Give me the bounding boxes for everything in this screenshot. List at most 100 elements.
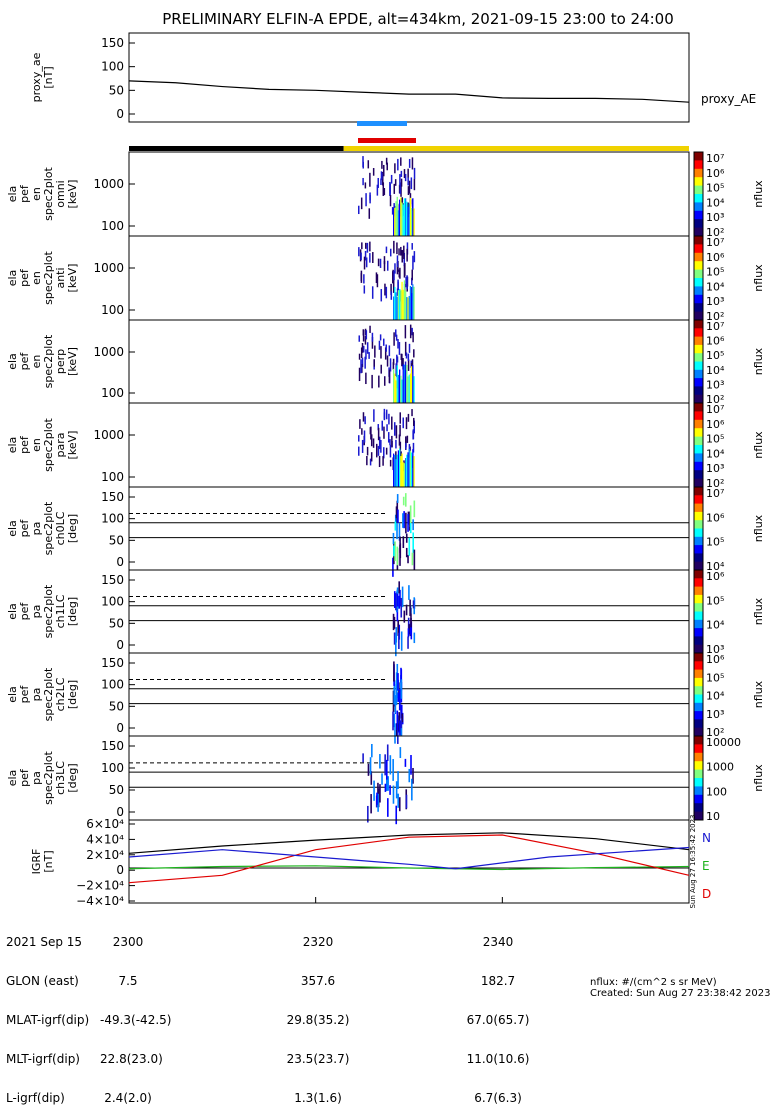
spectrogram-pixel — [413, 167, 416, 179]
igrf-legend-E: E — [702, 859, 710, 873]
colorbar-segment — [694, 644, 703, 654]
pa-spectrogram-pixel — [409, 505, 412, 527]
spectrogram-pixel — [380, 346, 382, 359]
y-tick-label: 100 — [101, 470, 124, 484]
colorbar-tick-label: 10³ — [706, 462, 724, 475]
colorbar-segment — [694, 278, 703, 287]
panel-en_omni: ela pef en spec2plot omni [keV] 1000 100 10⁷ 10⁶ 1… — [6, 151, 765, 239]
colorbar-segment — [694, 461, 703, 471]
colorbar-segment — [694, 536, 703, 546]
spectrogram-pixel — [368, 208, 371, 219]
spectrogram-pixel — [402, 417, 404, 429]
pa-spectrogram-pixel — [399, 747, 402, 759]
spectrogram-column — [401, 379, 403, 403]
spectrogram-pixel — [400, 246, 402, 256]
spectrogram-pixel — [358, 435, 360, 442]
spectrogram-pixel — [386, 260, 389, 271]
pa-spectrogram-pixel — [393, 713, 396, 728]
pa-spectrogram-pixel — [405, 604, 408, 616]
colorbar-tick-label: 10⁵ — [706, 671, 724, 684]
y-axis-label: ela — [6, 770, 19, 787]
y-axis-label: en — [30, 187, 43, 201]
spectrogram-pixel — [382, 182, 385, 196]
spectrogram-pixel — [383, 164, 385, 177]
spectrogram-pixel — [380, 289, 383, 302]
spectrogram-pixel — [361, 428, 363, 435]
spectrogram-column — [400, 375, 402, 403]
spectrogram-pixel — [383, 447, 385, 459]
colorbar-segment — [694, 294, 703, 304]
spectrogram-column — [403, 280, 406, 320]
pa-spectrogram-pixel — [403, 511, 405, 529]
y-axis-label: spec2plot — [42, 334, 55, 388]
igrf-legend-N: N — [702, 831, 711, 845]
colorbar-tick-label: 10⁵ — [706, 266, 724, 279]
pa-spectrogram-pixel — [369, 757, 372, 775]
y-axis-label: [keV] — [66, 431, 79, 460]
pa-spectrogram-pixel — [411, 552, 414, 566]
spectrogram-pixel — [385, 157, 388, 165]
spectrogram-pixel — [393, 422, 396, 436]
spectrogram-column — [397, 374, 400, 403]
spectrogram-column — [395, 380, 397, 403]
spectrogram-column — [395, 459, 397, 487]
pa-spectrogram-pixel — [400, 631, 403, 651]
spectrogram-pixel — [377, 427, 380, 441]
colorbar-segment — [694, 769, 703, 779]
orbit-status-bar-black — [129, 146, 344, 151]
pa-spectrogram-pixel — [362, 753, 364, 763]
pa-spectrogram-pixel — [395, 781, 398, 799]
panel-frame — [128, 32, 690, 123]
spectrogram-pixel — [398, 248, 400, 256]
spectrogram-pixel — [407, 168, 409, 178]
y-axis-label: en — [30, 355, 43, 369]
footer-date-label: 2021 Sep 15 — [6, 935, 83, 949]
colorbar-segment — [694, 561, 703, 571]
spectrogram-column — [403, 198, 406, 236]
colorbar-segment — [694, 702, 703, 712]
spectrogram-pixel — [391, 435, 393, 448]
pa-spectrogram-pixel — [412, 519, 414, 531]
spectrogram-pixel — [377, 177, 379, 188]
colorbar-segment — [694, 336, 703, 346]
colorbar-segment — [694, 511, 703, 521]
colorbar-tick-label: 10⁶ — [706, 511, 725, 524]
spectrogram-pixel — [364, 416, 366, 425]
colorbar-tick-label: 10000 — [706, 736, 741, 749]
spectrogram-pixel — [360, 252, 362, 261]
spectrogram-column — [396, 365, 398, 403]
spectrogram-pixel — [383, 188, 386, 196]
colorbar-tick-label: 100 — [706, 785, 727, 798]
pa-spectrogram-pixel — [396, 603, 399, 622]
spectrogram-pixel — [407, 186, 410, 195]
pa-spectrogram-pixel — [393, 661, 395, 682]
colorbar-segment — [694, 328, 703, 338]
pa-spectrogram-pixel — [395, 634, 397, 657]
spectrogram-pixel — [399, 182, 402, 194]
spectrogram-pixel — [413, 349, 415, 358]
y-tick-label: 100 — [101, 386, 124, 400]
spectrogram-pixel — [396, 242, 398, 255]
spectrogram-pixel — [380, 364, 382, 374]
spectrogram-pixel — [366, 342, 369, 354]
colorbar-label: nflux — [752, 431, 765, 459]
spectrogram-pixel — [381, 420, 384, 431]
colorbar-tick-label: 10³ — [706, 378, 724, 391]
pa-spectrogram-pixel — [401, 586, 404, 608]
y-axis-label: IGRF — [30, 849, 43, 875]
colorbar-segment — [694, 411, 703, 421]
spectrogram-column — [412, 198, 414, 236]
pa-spectrogram-pixel — [409, 522, 412, 534]
pa-spectrogram-pixel — [371, 744, 373, 758]
y-tick-label: 1000 — [93, 261, 124, 275]
colorbar-tick-label: 10² — [706, 226, 724, 239]
y-axis-label: pef — [18, 519, 31, 538]
panel-en_perp: ela pef en spec2plot perp [keV] 100010010⁷10⁶1… — [6, 319, 765, 406]
pa-spectrogram-pixel — [413, 500, 416, 518]
y-axis-label: [keV] — [66, 347, 79, 376]
spectrogram-pixel — [385, 447, 388, 455]
pa-spectrogram-pixel — [396, 663, 399, 681]
pa-spectrogram-pixel — [412, 532, 415, 553]
panel-pa_ch3: ela pef pa spec2plot ch3LC [deg] 150 100 50 0 1000… — [6, 735, 765, 825]
